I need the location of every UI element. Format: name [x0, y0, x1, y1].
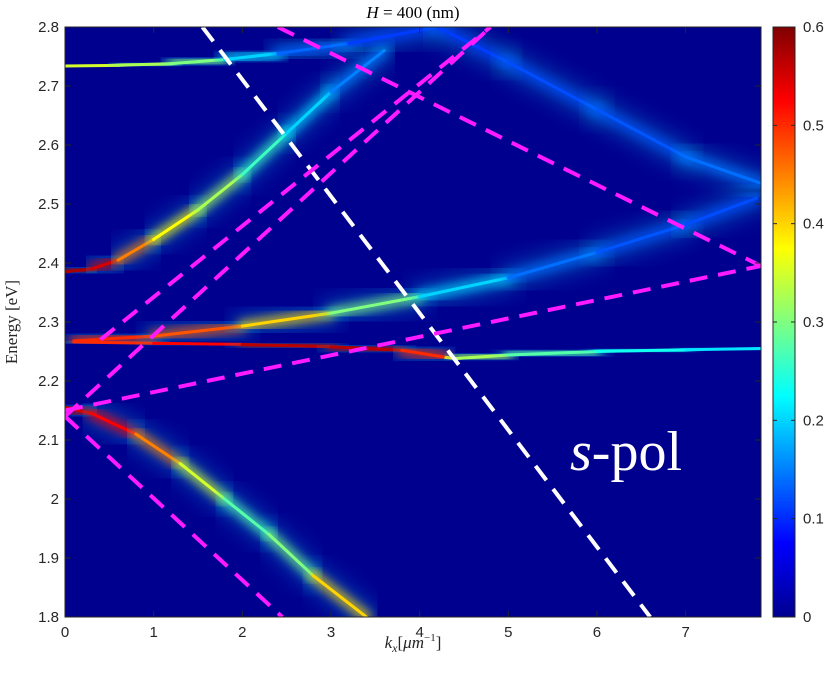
pol-rest: -pol [592, 421, 682, 483]
magenta-line-down-2 [276, 27, 761, 268]
y-tick-label: 1.9 [38, 550, 59, 567]
x-tick-label: 5 [504, 624, 512, 641]
dashed-lines-layer [65, 27, 761, 617]
x-axis: 0 1 2 3 4 5 6 7 [61, 27, 690, 641]
y-tick-label: 2.7 [38, 78, 59, 95]
middle-upper-band-core [595, 223, 688, 254]
pol-italic: s [570, 421, 592, 483]
y-tick-label: 2.1 [38, 432, 59, 449]
central-flat-band-core [595, 348, 688, 353]
top-flat-mode-core [347, 27, 439, 46]
y-axis: 1.8 1.9 2 2.1 2.2 2.3 2.4 2.5 2.6 2.7 2.8 [38, 19, 761, 626]
middle-upper-band-core [684, 196, 759, 227]
y-tick-label: 2.3 [38, 314, 59, 331]
top-flat-mode [65, 27, 451, 79]
x-tick-label: 2 [238, 624, 246, 641]
magenta-line-up-1 [65, 27, 492, 418]
x-tick-label: 0 [61, 624, 69, 641]
central-flat-band-core [684, 347, 761, 352]
plot-title: H = 400 (nm) [365, 3, 459, 22]
xlabel-sub: x [391, 641, 398, 655]
central-flat-band-core [240, 342, 333, 349]
central-flat-band-core [506, 350, 599, 357]
lower-band [65, 394, 380, 617]
y-axis-label: Energy [eV] [2, 280, 21, 364]
descending-band-core [595, 108, 688, 159]
central-flat-band [65, 329, 761, 372]
x-tick-label: 4 [415, 624, 423, 641]
central-flat-band-core [72, 340, 156, 345]
xlabel-mu: μm [402, 633, 424, 652]
magenta-line-steep [99, 27, 492, 342]
middle-upper-band-core [418, 276, 510, 299]
xlabel-open: [ [398, 633, 404, 652]
lower-band-core [311, 574, 368, 617]
white-light-line [200, 27, 652, 617]
y-tick-label: 1.8 [38, 609, 59, 626]
xlabel-var: k [385, 633, 393, 652]
upper-band [65, 37, 398, 285]
colorbar-tick-label: 0.3 [803, 314, 824, 331]
title-rest: = 400 (nm) [379, 3, 460, 22]
middle-upper-band-core [329, 295, 422, 315]
x-tick-label: 6 [593, 624, 601, 641]
colorbar-tick-label: 0.6 [803, 19, 824, 36]
colorbar-tick-label: 0.1 [803, 511, 824, 528]
title-var: H [365, 3, 380, 22]
y-tick-label: 2.6 [38, 137, 59, 154]
x-tick-label: 1 [149, 624, 157, 641]
colorbar-tick-label: 0.4 [803, 216, 824, 233]
y-tick-label: 2 [51, 491, 59, 508]
y-tick-label: 2.2 [38, 373, 59, 390]
x-tick-label: 7 [681, 624, 689, 641]
y-tick-label: 2.4 [38, 255, 59, 272]
y-tick-label: 2.8 [38, 19, 59, 36]
y-tick-label: 2.5 [38, 196, 59, 213]
colorbar-tick-label: 0.2 [803, 412, 824, 429]
middle-upper-band-core [506, 250, 599, 280]
central-flat-band-core [152, 341, 244, 346]
colorbar-tick-label: 0.5 [803, 117, 824, 134]
xlabel-exp: −1 [424, 632, 436, 644]
colorbar-ticks: 0 0.1 0.2 0.3 0.4 0.5 0.6 [773, 19, 824, 626]
colorbar-tick-label: 0 [803, 609, 811, 626]
x-tick-label: 3 [327, 624, 335, 641]
magenta-line-down-1 [65, 414, 284, 617]
upper-band-core [329, 49, 386, 94]
xlabel-close: ] [436, 633, 442, 652]
magenta-line-up-2 [65, 263, 761, 413]
descending-band-core [506, 60, 599, 112]
x-axis-label: kx[μm−1] [385, 632, 442, 655]
middle-upper-band-core [240, 311, 333, 328]
descending-band-core [684, 155, 761, 185]
polarization-label: s-pol [570, 421, 682, 483]
